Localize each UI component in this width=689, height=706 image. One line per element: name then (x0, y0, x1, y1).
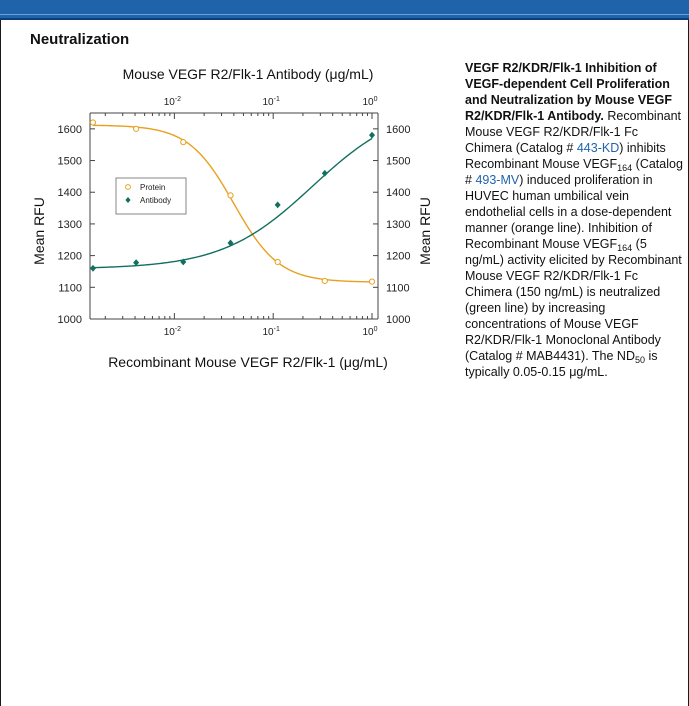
y-tick-label-left: 1200 (58, 251, 82, 263)
description-text-1: Recombinant Mouse VEGF R2/KDR/Flk-1 Fc C… (465, 109, 682, 155)
legend-box (115, 177, 187, 215)
description-text-6: is typically 0.05-0.15 μg/mL. (465, 349, 658, 379)
catalog-link-493-mv[interactable]: 493-MV (475, 173, 520, 187)
point-protein (368, 278, 376, 285)
y-tick-label-right: 1000 (386, 314, 410, 326)
y-tick-label-left: 1300 (58, 219, 82, 231)
y-tick-label-right: 1600 (386, 124, 410, 136)
section-title: Neutralization (30, 31, 130, 48)
description-subscript-3: 50 (635, 355, 646, 365)
data-points (89, 119, 376, 285)
point-antibody (89, 264, 96, 272)
neutralization-chart: Mouse VEGF R2/Flk-1 Antibody (μg/mL) Rec… (31, 66, 433, 370)
x-tick-label-top: 10-1 (263, 96, 280, 108)
legend: Protein Antibody (115, 177, 187, 215)
y-tick-label-left: 1000 (58, 314, 82, 326)
point-protein (89, 119, 97, 126)
header-bar-line (0, 14, 689, 15)
legend-label-protein: Protein (140, 183, 165, 192)
y-tick-label-left: 1100 (58, 282, 82, 294)
point-antibody (227, 239, 234, 247)
x-tick-label-top: 100 (362, 96, 377, 108)
y-tick-label-left: 1600 (58, 124, 82, 136)
description-title: VEGF R2/KDR/Flk-1 Inhibition of VEGF-dep… (465, 61, 672, 123)
point-antibody (180, 258, 187, 266)
chart-title: Mouse VEGF R2/Flk-1 Antibody (μg/mL) (123, 66, 374, 82)
description-text-2: ) inhibits Recombinant Mouse VEGF (465, 141, 666, 171)
x-tick-label-top: 10-2 (164, 96, 181, 108)
y-tick-label-left: 1500 (58, 156, 82, 168)
description-subscript-1: 164 (617, 163, 633, 173)
chart-axes: 1000 1000 1100 1100 1200 1200 1300 1300 1400 1400… (58, 96, 411, 338)
point-protein (321, 277, 328, 285)
description-text-3: (Catalog # (465, 157, 683, 187)
y-tick-label-right: 1300 (386, 219, 410, 231)
y-axis-label-left: Mean RFU (31, 197, 47, 265)
description-subscript-2: 164 (617, 243, 633, 253)
y-tick-label-right: 1500 (386, 156, 410, 168)
y-tick-label-right: 1200 (386, 251, 410, 263)
x-tick-label-bottom: 10-1 (263, 326, 280, 338)
y-tick-label-left: 1400 (58, 187, 82, 199)
catalog-link-443-kd[interactable]: 443-KD (576, 141, 620, 155)
point-protein (227, 192, 234, 199)
point-protein (274, 258, 281, 266)
description-text-5: (5 ng/mL) activity elicited by Recombina… (465, 237, 682, 363)
x-tick-label-bottom: 10-2 (164, 326, 181, 338)
point-antibody (369, 131, 376, 139)
header-bar (0, 0, 689, 20)
y-axis-label-right: Mean RFU (417, 197, 433, 265)
point-antibody (321, 169, 328, 177)
x-axis-label: Recombinant Mouse VEGF R2/Flk-1 (μg/mL) (108, 354, 388, 370)
point-antibody (133, 259, 140, 266)
description-text-4: ) induced proliferation in HUVEC human u… (465, 173, 672, 251)
point-antibody (274, 201, 281, 209)
legend-marker-protein (125, 184, 131, 190)
y-tick-label-right: 1100 (386, 282, 410, 294)
x-tick-label-bottom: 100 (362, 326, 377, 338)
y-tick-label-right: 1400 (386, 187, 410, 199)
legend-label-antibody: Antibody (140, 196, 171, 205)
point-protein (180, 139, 187, 146)
legend-marker-antibody (125, 197, 131, 203)
point-protein (133, 125, 140, 132)
figure-description: VEGF R2/KDR/Flk-1 Inhibition of VEGF-dep… (465, 60, 683, 380)
